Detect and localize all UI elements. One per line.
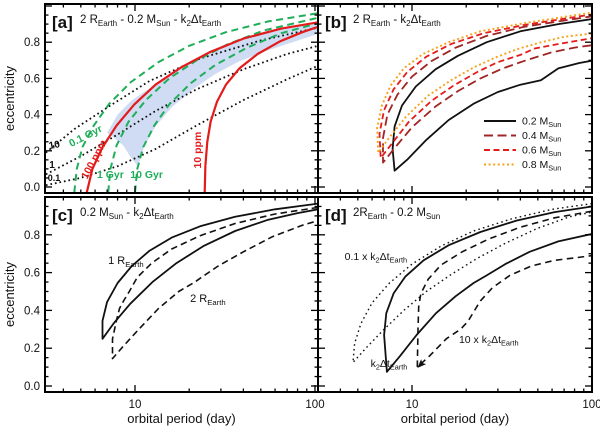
curve-k2dt-0.1x [352, 202, 592, 364]
y-tick-label: 0.8 [24, 37, 40, 49]
x-tick-label: 100 [305, 399, 324, 411]
y-tick-label: 0.6 [24, 73, 40, 85]
y-axis-title: eccentricity [2, 65, 17, 131]
legend-label: 0.4 MSun [522, 130, 561, 144]
curve-label: 10 ppm [192, 132, 204, 169]
curve-mass-0.8 [376, 11, 592, 154]
panel-c: 10 100 0.0 0.2 0.4 0.6 0.8 [c] 0.2 MSun - k2ΔtEa… [24, 196, 325, 411]
allowed-region [107, 23, 318, 167]
x-axis-title: orbital period (day) [127, 411, 235, 426]
panel-c-title: 0.2 MSun - k2ΔtEarth [80, 207, 174, 221]
panel-d-frame [317, 196, 593, 393]
panel-d-ticks [318, 197, 592, 392]
curve-k2dt-10x [416, 210, 592, 368]
curve-dotted-10 [45, 26, 318, 154]
curve-mass-0.6 [378, 13, 592, 159]
curve-radius-2re [111, 206, 318, 360]
curve-dotted-1 [45, 44, 318, 176]
panel-a-plot-area [45, 12, 318, 193]
panel-c-letter: [c] [52, 206, 73, 225]
curve-label: 10 x k2ΔtEarth [459, 334, 519, 348]
y-tick-label: 0.2 [24, 343, 40, 355]
y-tick-label: 0.8 [24, 230, 40, 242]
panel-a: 0.0 0.2 0.4 0.6 0.8 [a] 2 REarth - 0.2 MSun - … [24, 3, 319, 194]
panel-c-ticks [45, 197, 318, 392]
curve-label: 1 [49, 160, 55, 171]
curve-ppm-100 [85, 21, 318, 193]
curve-label: 2 REarth [190, 293, 226, 307]
x-axis-title: orbital period (day) [401, 411, 509, 426]
panel-d-letter: [d] [325, 206, 347, 225]
y-axis-title: eccentricity [2, 261, 17, 327]
panel-c-plot-area [101, 202, 318, 360]
y-tick-label: 0.6 [24, 268, 40, 280]
y-tick-label: 0.2 [24, 146, 40, 158]
panel-d-title: 2REarth - 0.2 MSun [353, 207, 440, 221]
curve-gyr-0.1 [73, 12, 318, 193]
panel-b-plot-area [376, 11, 592, 172]
panel-b-ticks [318, 4, 592, 193]
x-tick-label: 10 [406, 399, 419, 411]
curve-k2dt-1x [383, 205, 592, 373]
curve-label: 10 Gyr [130, 169, 163, 181]
curve-ppm-10 [203, 25, 318, 193]
panel-c-frame [44, 196, 319, 393]
panel-b-title: 2 REarth - k2ΔtEarth [353, 14, 441, 28]
direction-arrowhead [417, 359, 427, 368]
y-tick-label: 0.4 [24, 110, 41, 122]
curve-dotted-0.1 [45, 64, 318, 187]
curve-label: 0.1 x k2ΔtEarth [345, 251, 408, 265]
curve-radius-1re [101, 202, 318, 340]
curve-label: 1 REarth [108, 255, 144, 269]
panel-d: 10 100 [d] 2REarth - 0.2 MSun 0.1 x k2ΔtEart… [317, 196, 600, 411]
y-tick-label: 0.0 [24, 381, 40, 393]
panel-a-letter: [a] [52, 13, 73, 32]
legend-label: 0.8 MSun [522, 159, 561, 173]
x-tick-label: 100 [582, 399, 600, 411]
curve-label: k2ΔtEarth [371, 358, 408, 372]
curve-label: 10 [48, 139, 61, 152]
curve-label: 0.1 [48, 173, 61, 183]
panel-d-plot-area [352, 202, 592, 373]
panel-b-frame [317, 3, 593, 194]
x-tick-label: 10 [129, 399, 142, 411]
curve-mass-0.2 [391, 18, 592, 172]
legend-label: 0.6 MSun [522, 145, 561, 159]
curve-mass-0.4 [382, 15, 592, 164]
panel-b-letter: [b] [325, 13, 347, 32]
y-tick-label: 0.4 [24, 305, 41, 317]
curve-gyr-10 [134, 22, 318, 193]
panel-a-title: 2 REarth - 0.2 MSun - k2ΔtEarth [80, 14, 221, 28]
curve-label: 1 Gyr [97, 169, 124, 181]
y-tick-label: 0.0 [24, 182, 40, 194]
legend-label: 0.2 MSun [522, 116, 561, 130]
